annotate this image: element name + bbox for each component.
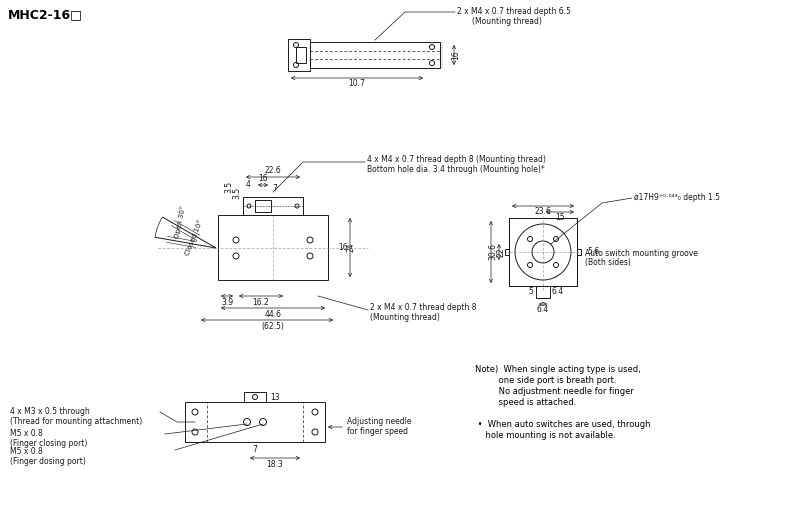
Text: 44.6: 44.6	[265, 310, 282, 319]
Text: (62.5): (62.5)	[262, 322, 285, 331]
Text: 6.4: 6.4	[552, 287, 564, 296]
Bar	[509, 218, 577, 286]
Text: 4 x M4 x 0.7 thread depth 8 (Mounting thread): 4 x M4 x 0.7 thread depth 8 (Mounting th…	[367, 155, 546, 164]
Text: ø17H9⁺⁰·⁰⁴³₀ depth 1.5: ø17H9⁺⁰·⁰⁴³₀ depth 1.5	[634, 193, 720, 203]
Text: 15: 15	[555, 214, 565, 223]
Text: speed is attached.: speed is attached.	[475, 398, 576, 407]
Bar	[255, 200, 271, 212]
Text: •  When auto switches are used, through: • When auto switches are used, through	[475, 420, 650, 429]
Text: 5: 5	[528, 287, 533, 296]
Text: for finger speed: for finger speed	[347, 428, 408, 436]
Text: 3.9: 3.9	[221, 298, 233, 307]
Text: 16: 16	[338, 243, 348, 252]
Text: 23.6: 23.6	[534, 208, 551, 217]
Bar	[536, 286, 550, 298]
Bar	[310, 42, 440, 68]
Bar	[218, 215, 328, 280]
Bar	[185, 402, 325, 442]
Text: 5.6: 5.6	[587, 246, 599, 256]
Text: 22.6: 22.6	[265, 166, 282, 175]
Text: Note)  When single acting type is used,: Note) When single acting type is used,	[475, 365, 641, 374]
Bar	[577, 249, 581, 255]
Bar	[509, 218, 577, 286]
Text: No adjustment needle for finger: No adjustment needle for finger	[475, 387, 634, 396]
Bar	[243, 197, 303, 215]
Text: 2 x M4 x 0.7 thread depth 8: 2 x M4 x 0.7 thread depth 8	[370, 304, 477, 313]
Text: 16: 16	[451, 50, 460, 60]
Text: 4 x M3 x 0.5 through: 4 x M3 x 0.5 through	[10, 408, 90, 417]
Text: hole mounting is not available.: hole mounting is not available.	[475, 431, 616, 440]
Text: 16.2: 16.2	[253, 298, 270, 307]
Text: Bottom hole dia. 3.4 through (Mounting hole)*: Bottom hole dia. 3.4 through (Mounting h…	[367, 165, 545, 174]
Text: 7: 7	[253, 444, 258, 453]
Text: 10.7: 10.7	[349, 79, 366, 88]
Text: (Both sides): (Both sides)	[585, 259, 631, 268]
Text: 30.6: 30.6	[488, 243, 497, 261]
Text: 3.5: 3.5	[233, 187, 242, 199]
Text: Open 30°: Open 30°	[174, 205, 186, 239]
Text: (Thread for mounting attachment): (Thread for mounting attachment)	[10, 418, 142, 427]
Text: 18.3: 18.3	[266, 460, 283, 469]
Text: 22: 22	[496, 247, 505, 257]
Text: Adjusting needle: Adjusting needle	[347, 418, 411, 427]
Bar	[505, 249, 509, 255]
Text: (Mounting thread): (Mounting thread)	[472, 18, 542, 26]
Bar	[244, 392, 266, 402]
Text: one side port is breath port.: one side port is breath port.	[475, 376, 617, 385]
Text: 4: 4	[246, 180, 250, 189]
Text: Closed 10°: Closed 10°	[184, 219, 204, 257]
Text: Auto switch mounting groove: Auto switch mounting groove	[585, 249, 698, 259]
Text: (Finger dosing port): (Finger dosing port)	[10, 458, 86, 467]
Text: 13: 13	[270, 392, 280, 401]
Text: M5 x 0.8: M5 x 0.8	[10, 429, 42, 438]
Text: MHC2-16□: MHC2-16□	[8, 8, 83, 21]
Bar	[296, 47, 306, 63]
Text: (Mounting thread): (Mounting thread)	[370, 314, 440, 323]
Text: 24: 24	[347, 243, 356, 252]
Text: 7: 7	[273, 184, 278, 193]
Text: 6.4: 6.4	[537, 305, 549, 314]
Text: M5 x 0.8: M5 x 0.8	[10, 447, 42, 457]
Bar	[288, 39, 310, 71]
Text: 3.5: 3.5	[225, 181, 234, 193]
Text: 16: 16	[258, 174, 268, 183]
Text: (Finger closing port): (Finger closing port)	[10, 439, 87, 448]
Text: 2 x M4 x 0.7 thread depth 6.5: 2 x M4 x 0.7 thread depth 6.5	[457, 8, 571, 17]
